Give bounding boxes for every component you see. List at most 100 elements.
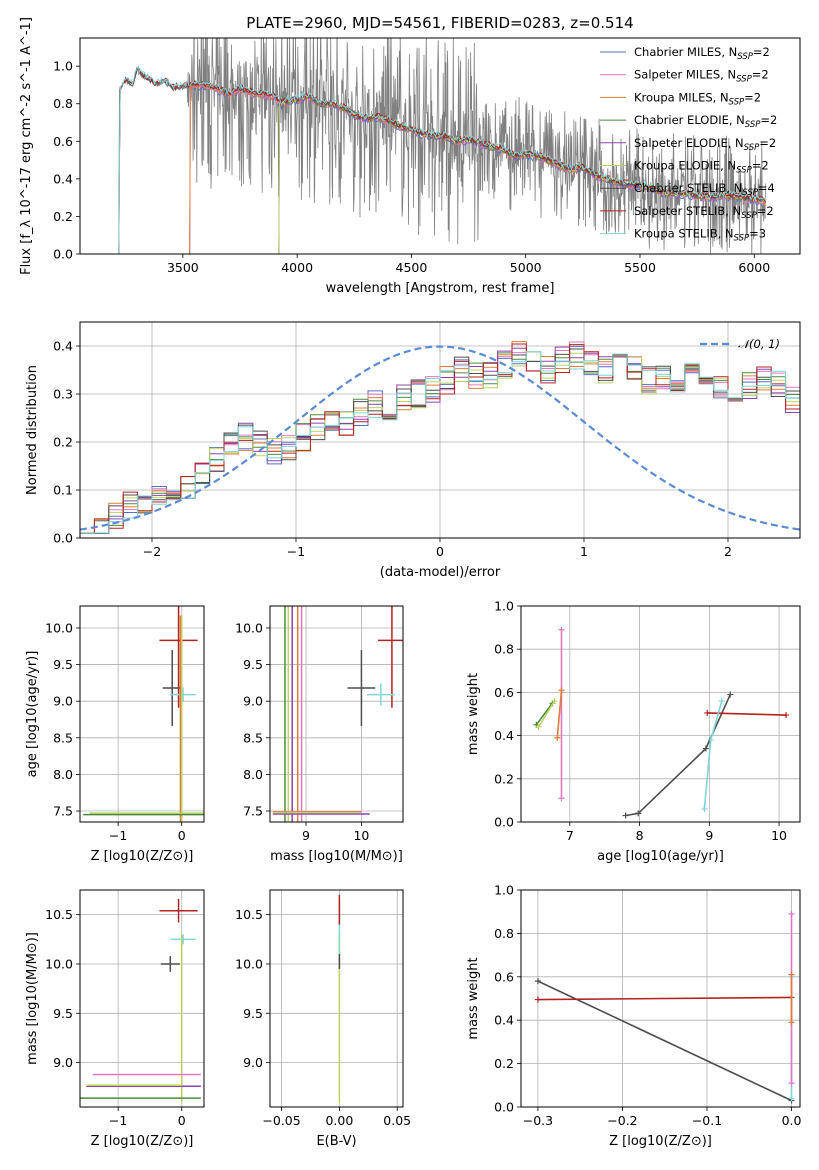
tick-label-x: 1 bbox=[580, 544, 588, 559]
tick-label-y: 10.0 bbox=[45, 620, 73, 635]
axes-frame bbox=[79, 321, 801, 539]
tick-label-y: 0.2 bbox=[494, 771, 514, 786]
plot-area bbox=[83, 606, 204, 822]
panel-age_vs_Z: −1 0 7.5 8.0 8.5 9.0 9.5 10.0 Z [log10(Z/Z⊙)] age… bbox=[25, 605, 205, 864]
tick-label-y: 8.5 bbox=[53, 730, 73, 745]
y-axis-label: mass weight bbox=[466, 673, 481, 755]
panel-age_vs_mass: 9 10 7.5 8.0 8.5 9.0 9.5 10.0 mass [log10(M/M⊙)] bbox=[235, 605, 404, 864]
figure-title: PLATE=2960, MJD=54561, FIBERID=0283, z=0… bbox=[246, 14, 633, 32]
axes-frame bbox=[269, 889, 404, 1108]
tick-label-x: 0 bbox=[436, 544, 444, 559]
x-axis-label: Z [log10(Z/Z⊙)] bbox=[91, 1134, 194, 1149]
plot-area bbox=[80, 341, 800, 534]
axes-frame bbox=[79, 605, 205, 823]
panel-mass_vs_Z: −1 0 9.0 9.5 10.0 10.5 Z [log10(Z/Z⊙)] mass [lo… bbox=[25, 889, 205, 1149]
axes-frame bbox=[520, 889, 801, 1108]
series-point bbox=[622, 812, 629, 819]
tick-label-y: 9.5 bbox=[53, 657, 73, 672]
tick-label-y: 0.6 bbox=[53, 134, 73, 149]
tick-label-y: 0.4 bbox=[53, 339, 73, 354]
tick-label-x: 8 bbox=[636, 828, 644, 843]
series-line bbox=[537, 996, 792, 1001]
tick-label-y: 7.5 bbox=[243, 804, 263, 819]
tick-label-y: 0.3 bbox=[53, 387, 73, 402]
tick-label-x: 4000 bbox=[281, 260, 313, 275]
panel-mass_weight_vs_Z: −0.3 −0.2 −0.1 0.0 0.0 0.2 0.4 0.6 0.8 1.0 Z [log1… bbox=[466, 883, 802, 1150]
tick-label-y: 9.5 bbox=[53, 1006, 73, 1021]
series-point bbox=[788, 1095, 795, 1102]
tick-label-x: −1 bbox=[109, 1113, 127, 1128]
tick-label-x: 2 bbox=[724, 544, 732, 559]
x-axis-label: mass [log10(M/M⊙)] bbox=[270, 849, 403, 864]
tick-label-y: 10.0 bbox=[235, 620, 263, 635]
tick-label-x: 6000 bbox=[738, 260, 770, 275]
tick-label-y: 0.1 bbox=[53, 483, 73, 498]
tick-label-y: 9.0 bbox=[53, 694, 73, 709]
tick-label-y: 7.5 bbox=[53, 804, 73, 819]
tick-label-y: 1.0 bbox=[494, 599, 514, 614]
axes-frame bbox=[269, 605, 404, 823]
y-axis-label: age [log10(age/yr)] bbox=[25, 651, 40, 778]
panel-mass_vs_EBV: −0.05 0.00 0.05 9.0 9.5 10.0 10.5 E(B-V) bbox=[235, 889, 411, 1149]
tick-label-x: −2 bbox=[143, 544, 161, 559]
series-point bbox=[635, 810, 642, 817]
series-point bbox=[554, 734, 561, 741]
y-axis-label: mass weight bbox=[466, 957, 481, 1039]
series-point bbox=[788, 910, 795, 917]
tick-label-x: −0.1 bbox=[692, 1113, 722, 1128]
panels: 3500 4000 4500 5000 5500 6000 0.0 0.2 0.4 0.6 0.8 1… bbox=[19, 17, 802, 1150]
series-point bbox=[704, 709, 711, 716]
tick-label-y: 0.6 bbox=[494, 969, 514, 984]
series-point bbox=[702, 745, 709, 752]
plot-area bbox=[533, 626, 790, 819]
tick-label-y: 8.0 bbox=[53, 767, 73, 782]
series-point bbox=[727, 691, 734, 698]
series-point bbox=[558, 795, 565, 802]
legend-label: Chabrier STELIB, NSSP=4 bbox=[634, 181, 775, 198]
tick-label-y: 0.4 bbox=[494, 1013, 514, 1028]
series-point bbox=[534, 978, 541, 985]
tick-label-x: −0.2 bbox=[607, 1113, 637, 1128]
tick-label-x: 9 bbox=[705, 828, 713, 843]
tick-label-x: 10 bbox=[771, 828, 787, 843]
y-axis-label: mass [log10(M/M⊙)] bbox=[25, 932, 40, 1065]
tick-label-x: 0.0 bbox=[782, 1113, 802, 1128]
legend-label: Chabrier ELODIE, NSSP=2 bbox=[634, 113, 777, 130]
histogram-step bbox=[80, 343, 800, 534]
series-point bbox=[701, 806, 708, 813]
y-axis-label: Normed distribution bbox=[25, 365, 40, 495]
series-point bbox=[535, 723, 542, 730]
x-axis-label: Z [log10(Z/Z⊙)] bbox=[609, 1134, 712, 1149]
tick-label-y: 9.5 bbox=[243, 657, 263, 672]
tick-label-y: 10.5 bbox=[235, 907, 263, 922]
x-axis-label: E(B-V) bbox=[316, 1134, 356, 1149]
histogram-step bbox=[80, 348, 800, 534]
axes-frame bbox=[79, 37, 801, 255]
tick-label-x: −0.3 bbox=[523, 1113, 553, 1128]
gaussian-curve bbox=[80, 345, 800, 531]
series-line bbox=[537, 700, 556, 728]
model-spectrum bbox=[118, 64, 765, 254]
tick-label-x: −1 bbox=[109, 828, 127, 843]
tick-label-x: 0 bbox=[178, 828, 186, 843]
tick-label-x: 9 bbox=[302, 828, 310, 843]
panel-mass_weight_vs_age: 7 8 9 10 0.0 0.2 0.4 0.6 0.8 1.0 age [log10(age/yr… bbox=[466, 599, 801, 864]
tick-label-y: 0.2 bbox=[53, 209, 73, 224]
tick-label-y: 0.6 bbox=[494, 685, 514, 700]
tick-label-y: 0.0 bbox=[53, 247, 73, 262]
tick-label-y: 9.0 bbox=[243, 1055, 263, 1070]
legend-label: Salpeter STELIB, NSSP=2 bbox=[634, 204, 774, 221]
series-line bbox=[537, 980, 792, 1102]
tick-label-y: 0.0 bbox=[53, 531, 73, 546]
axes-frame bbox=[520, 605, 801, 823]
tick-label-x: −0.05 bbox=[262, 1113, 300, 1128]
series-point bbox=[534, 996, 541, 1003]
tick-label-y: 0.8 bbox=[494, 926, 514, 941]
tick-label-y: 0.4 bbox=[53, 171, 73, 186]
x-axis-label: age [log10(age/yr)] bbox=[597, 849, 724, 864]
tick-label-y: 0.2 bbox=[494, 1056, 514, 1071]
series-point bbox=[558, 687, 565, 694]
legend-label: Chabrier MILES, NSSP=2 bbox=[634, 45, 770, 62]
legend-label: Salpeter MILES, NSSP=2 bbox=[634, 68, 769, 85]
